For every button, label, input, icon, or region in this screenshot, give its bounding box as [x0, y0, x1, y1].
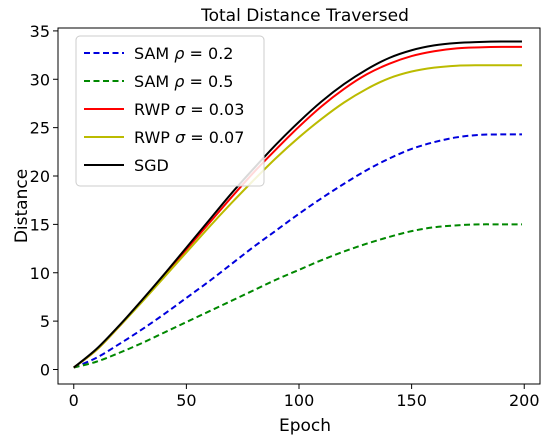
- ticks-layer: 0 50 100 150 200 0 5 10 15 20 25 30 35: [30, 22, 540, 410]
- series-layer: [73, 40, 522, 369]
- legend-label-3: RWP σ = 0.07: [134, 128, 244, 147]
- legend-label-main: SAM: [134, 44, 174, 63]
- series-line-4: [73, 40, 522, 369]
- y-tick-label: 30: [30, 70, 50, 89]
- y-tick-label: 10: [30, 264, 50, 283]
- series-line-1: [73, 223, 522, 369]
- legend-box: [75, 35, 265, 187]
- series-line-0: [73, 133, 522, 369]
- x-tick-label: 0: [69, 391, 79, 410]
- series-line-3: [73, 64, 522, 369]
- legend-label-symbol: σ: [175, 128, 186, 147]
- legend-label-symbol: ρ: [174, 44, 184, 63]
- legend-label-value: = 0.03: [185, 100, 244, 119]
- legend-label-main: RWP: [134, 100, 175, 119]
- legend-label-value: = 0.5: [184, 72, 233, 91]
- y-tick-label: 15: [30, 215, 50, 234]
- x-tick-label: 200: [509, 391, 540, 410]
- x-axis-label: Epoch: [279, 416, 331, 436]
- chart-title: Total Distance Traversed: [200, 6, 409, 26]
- legend-label-4: SGD: [134, 156, 169, 175]
- y-tick-label: 5: [40, 312, 50, 331]
- y-tick-label: 25: [30, 119, 50, 138]
- y-tick-label: 0: [40, 360, 50, 379]
- legend-label-symbol: ρ: [174, 72, 184, 91]
- y-tick-label: 20: [30, 167, 50, 186]
- legend-label-0: SAM ρ = 0.2: [134, 44, 233, 63]
- legend-label-2: RWP σ = 0.03: [134, 100, 244, 119]
- legend-label-value: = 0.07: [185, 128, 244, 147]
- legend-label-main: SGD: [134, 156, 169, 175]
- y-tick-label: 35: [30, 22, 50, 41]
- x-tick-label: 50: [176, 391, 196, 410]
- y-axis-label: Distance: [12, 169, 32, 243]
- legend-label-main: SAM: [134, 72, 174, 91]
- x-tick-label: 100: [284, 391, 315, 410]
- legend-label-symbol: σ: [175, 100, 186, 119]
- legend-label-1: SAM ρ = 0.5: [134, 72, 233, 91]
- legend-label-value: = 0.2: [184, 44, 233, 63]
- legend-label-main: RWP: [134, 128, 175, 147]
- x-tick-label: 150: [396, 391, 427, 410]
